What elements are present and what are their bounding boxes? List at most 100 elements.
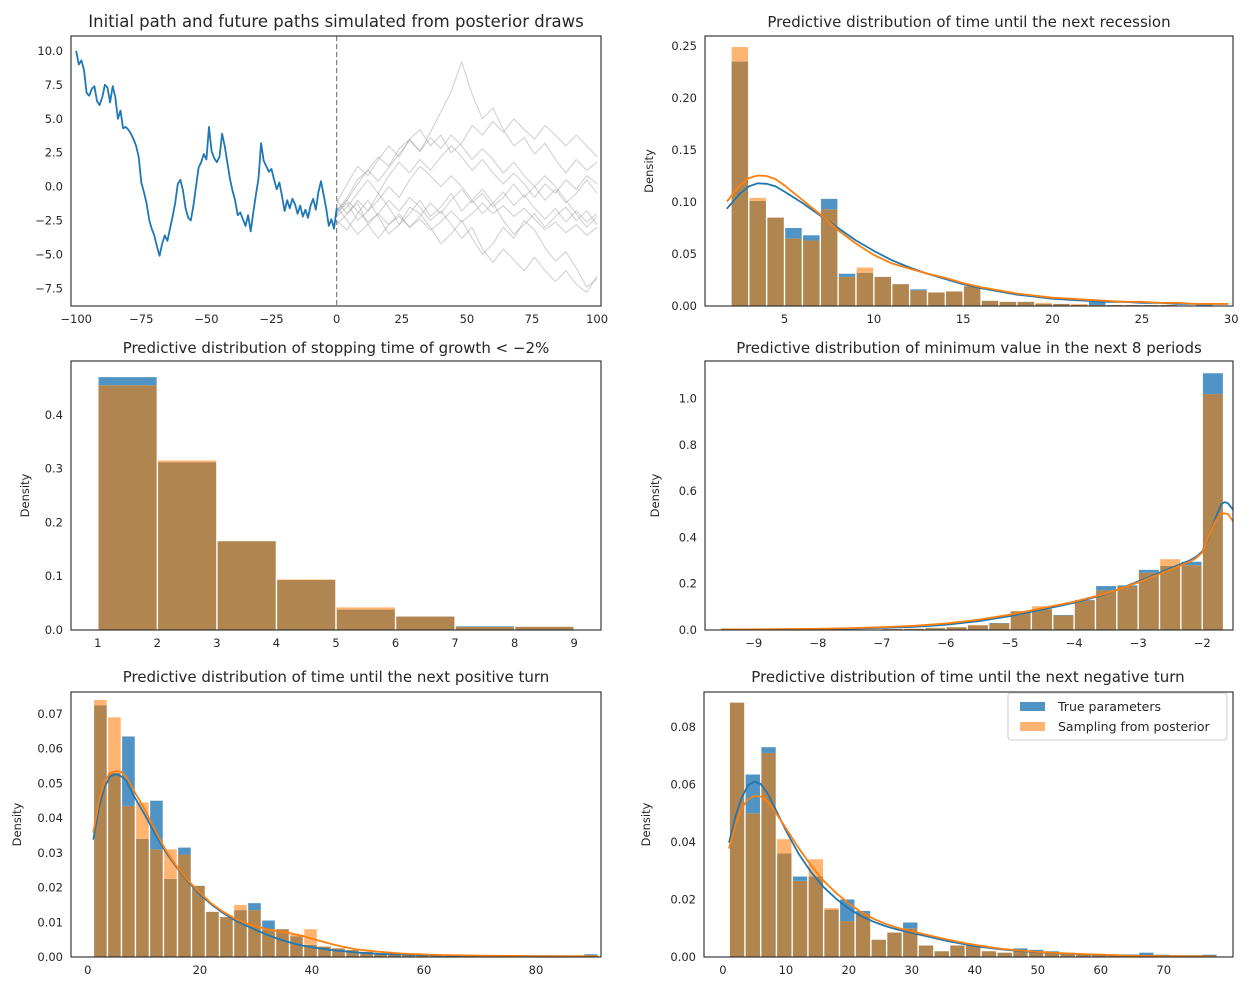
- kde-line-orange: [720, 512, 1233, 630]
- y-tick-label: 0.07: [37, 707, 63, 721]
- hist-bar-overlap: [946, 291, 963, 306]
- x-tick-label: 20: [1045, 312, 1060, 326]
- legend-swatch: [1020, 722, 1045, 731]
- x-tick-label: 8: [511, 636, 518, 650]
- plot-area: [75, 36, 598, 306]
- x-tick-label: 80: [529, 963, 544, 977]
- hist-bar-overlap: [855, 913, 871, 957]
- y-tick-label: 0.05: [37, 776, 63, 790]
- y-tick-label: 5.0: [45, 112, 63, 126]
- hist-bar-blue: [903, 922, 918, 929]
- plot-area: [92, 699, 599, 957]
- legend-label: Sampling from posterior: [1058, 719, 1210, 734]
- hist-bar-overlap: [94, 705, 107, 957]
- x-tick-label: 6: [392, 636, 399, 650]
- hist-bar-orange: [336, 607, 395, 610]
- y-tick-label: 0.0: [679, 623, 697, 637]
- plot-area: [726, 47, 1231, 306]
- future-path-line: [336, 196, 598, 293]
- hist-bar-overlap: [388, 953, 401, 957]
- axes-frame: [703, 691, 1234, 958]
- hist-bar-overlap: [892, 284, 909, 306]
- hist-bar-overlap: [1053, 303, 1070, 306]
- hist-bar-orange: [824, 908, 839, 910]
- y-tick-label: 0.6: [679, 484, 697, 498]
- y-tick-label: 0.06: [670, 778, 696, 792]
- x-tick-label: 7: [451, 636, 458, 650]
- y-tick-label: 0.10: [671, 195, 697, 209]
- hist-bar-blue: [803, 235, 820, 241]
- x-tick-label: 25: [394, 312, 409, 326]
- hist-bar-overlap: [729, 702, 745, 957]
- hist-bar-overlap: [767, 217, 784, 306]
- kde-line-orange: [92, 770, 599, 957]
- hist-bar-overlap: [934, 951, 949, 957]
- hist-bar-overlap: [220, 917, 233, 957]
- y-tick-label: −5.0: [35, 247, 63, 261]
- x-tick-label: 0: [333, 312, 340, 326]
- hist-bar-blue: [1029, 949, 1044, 952]
- hist-bar-blue: [1088, 301, 1106, 305]
- subplot-title: Predictive distribution of time until th…: [123, 668, 550, 686]
- y-tick-label: 0.06: [37, 742, 63, 756]
- hist-bar-overlap: [1076, 954, 1091, 957]
- axes-frame: [70, 360, 602, 631]
- hist-bar-overlap: [840, 921, 855, 957]
- hist-bar-blue: [262, 920, 275, 930]
- x-tick-label: 4: [273, 636, 280, 650]
- hist-bar-blue: [820, 198, 838, 210]
- subplot-title: Predictive distribution of time until th…: [767, 13, 1170, 31]
- x-tick-label: 10: [867, 312, 882, 326]
- hist-bar-overlap: [164, 878, 177, 957]
- y-tick-label: 0.02: [670, 893, 696, 907]
- future-path-line: [336, 199, 598, 288]
- hist-bar-overlap: [277, 579, 336, 630]
- axes-frame: [704, 360, 1234, 631]
- hist-bar-orange: [158, 460, 217, 463]
- subplot-title: Predictive distribution of time until th…: [751, 668, 1184, 686]
- y-axis-label: Density: [642, 149, 656, 193]
- hist-bar-overlap: [136, 838, 149, 957]
- hist-bar-overlap: [903, 928, 918, 957]
- x-tick-label: 15: [956, 312, 971, 326]
- hist-bar-overlap: [761, 752, 776, 957]
- hist-bar-orange: [164, 849, 177, 879]
- x-tick-label: 25: [1135, 312, 1150, 326]
- hist-bar-overlap: [108, 772, 121, 957]
- hist-bar-overlap: [981, 300, 999, 306]
- hist-bar-overlap: [950, 945, 965, 957]
- hist-bar-orange: [749, 197, 766, 201]
- subplot-title: Predictive distribution of minimum value…: [736, 339, 1202, 357]
- hist-bar-overlap: [777, 853, 792, 957]
- hist-bar-overlap: [1117, 586, 1138, 630]
- y-tick-label: 0.00: [37, 950, 63, 964]
- hist-bar-overlap: [360, 951, 373, 957]
- hist-bar-overlap: [455, 626, 514, 630]
- hist-bar-blue: [1181, 561, 1202, 566]
- y-tick-label: 0.1: [45, 569, 63, 583]
- hist-bar-overlap: [981, 951, 997, 957]
- subplot-time-until-next-negative-turn: Predictive distribution of time until th…: [639, 668, 1234, 977]
- legend-label: True parameters: [1057, 699, 1161, 714]
- hist-bar-overlap: [290, 936, 303, 957]
- hist-bar-blue: [785, 227, 802, 239]
- hist-bar-orange: [94, 699, 107, 706]
- hist-bar-overlap: [158, 462, 217, 630]
- y-tick-label: 0.20: [671, 91, 697, 105]
- future-path-line: [336, 118, 598, 204]
- axes-background: [705, 36, 1233, 306]
- hist-bar-overlap: [1160, 565, 1181, 630]
- hist-bar-blue: [584, 954, 597, 957]
- subplot-stopping-time-growth: Predictive distribution of stopping time…: [18, 339, 602, 650]
- hist-bar-overlap: [997, 952, 1012, 957]
- plot-area: [728, 702, 1217, 957]
- y-tick-label: 0.4: [45, 408, 63, 422]
- axes-frame: [70, 35, 602, 307]
- hist-bar-overlap: [928, 292, 945, 306]
- hist-bar-overlap: [749, 200, 766, 306]
- x-tick-label: 100: [586, 312, 608, 326]
- x-tick-label: 5: [332, 636, 339, 650]
- kde-line-orange: [728, 795, 1215, 957]
- y-tick-label: 0.02: [37, 881, 63, 895]
